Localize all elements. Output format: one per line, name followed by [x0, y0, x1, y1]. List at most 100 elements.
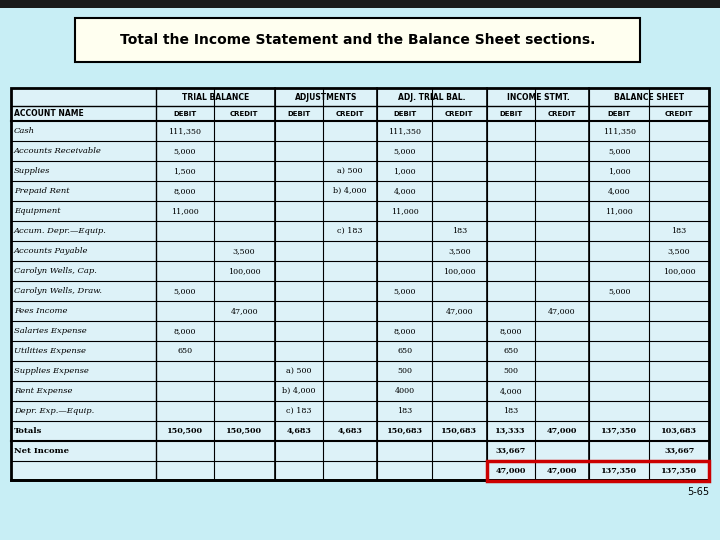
- Text: Depr. Exp.—Equip.: Depr. Exp.—Equip.: [14, 407, 94, 415]
- Text: 150,683: 150,683: [387, 427, 423, 435]
- Text: Prepaid Rent: Prepaid Rent: [14, 187, 70, 195]
- Text: 500: 500: [397, 367, 412, 375]
- Text: 47,000: 47,000: [549, 307, 576, 315]
- Text: TRIAL BALANCE: TRIAL BALANCE: [181, 92, 249, 102]
- Text: 47,000: 47,000: [495, 467, 526, 475]
- Bar: [0, 0, 720, 8]
- Text: Carolyn Wells, Cap.: Carolyn Wells, Cap.: [14, 267, 97, 275]
- Text: 183: 183: [397, 407, 413, 415]
- Text: 137,350: 137,350: [601, 467, 637, 475]
- Text: 47,000: 47,000: [230, 307, 258, 315]
- Text: 47,000: 47,000: [547, 467, 577, 475]
- Text: b) 4,000: b) 4,000: [333, 187, 367, 195]
- Text: 5-65: 5-65: [687, 487, 709, 497]
- Text: Fees Income: Fees Income: [14, 307, 68, 315]
- Text: a) 500: a) 500: [286, 367, 312, 375]
- Text: 137,350: 137,350: [661, 467, 697, 475]
- Text: 5,000: 5,000: [608, 147, 631, 155]
- Text: 183: 183: [451, 227, 467, 235]
- Text: Equipment: Equipment: [14, 207, 60, 215]
- Bar: [11, 88, 709, 480]
- Text: 4,683: 4,683: [287, 427, 311, 435]
- Text: 3,500: 3,500: [448, 247, 471, 255]
- Text: Accounts Payable: Accounts Payable: [14, 247, 89, 255]
- Text: 4,000: 4,000: [393, 187, 416, 195]
- Text: 183: 183: [672, 227, 687, 235]
- Text: 1,500: 1,500: [174, 167, 196, 175]
- Text: 47,000: 47,000: [446, 307, 473, 315]
- Text: DEBIT: DEBIT: [174, 111, 197, 117]
- Text: 4,683: 4,683: [338, 427, 363, 435]
- Text: 103,683: 103,683: [661, 427, 697, 435]
- Text: 3,500: 3,500: [667, 247, 690, 255]
- Text: CREDIT: CREDIT: [336, 111, 364, 117]
- Text: Net Income: Net Income: [14, 447, 69, 455]
- Text: Accum. Depr.—Equip.: Accum. Depr.—Equip.: [14, 227, 107, 235]
- Text: 5,000: 5,000: [393, 147, 416, 155]
- Text: 11,000: 11,000: [171, 207, 199, 215]
- Text: 1,000: 1,000: [393, 167, 416, 175]
- Text: CREDIT: CREDIT: [230, 111, 258, 117]
- Text: ACCOUNT NAME: ACCOUNT NAME: [14, 109, 84, 118]
- Text: 100,000: 100,000: [443, 267, 476, 275]
- Text: 33,667: 33,667: [664, 447, 694, 455]
- Text: DEBIT: DEBIT: [287, 111, 310, 117]
- Text: 137,350: 137,350: [601, 427, 637, 435]
- Text: DEBIT: DEBIT: [608, 111, 631, 117]
- Text: 8,000: 8,000: [174, 327, 196, 335]
- Text: 4000: 4000: [395, 387, 415, 395]
- Text: DEBIT: DEBIT: [499, 111, 522, 117]
- Text: a) 500: a) 500: [338, 167, 363, 175]
- Text: 150,500: 150,500: [167, 427, 203, 435]
- Text: b) 4,000: b) 4,000: [282, 387, 315, 395]
- Text: 8,000: 8,000: [174, 187, 196, 195]
- Text: 4,000: 4,000: [608, 187, 631, 195]
- Text: 650: 650: [397, 347, 413, 355]
- Text: 100,000: 100,000: [228, 267, 261, 275]
- Text: 47,000: 47,000: [547, 427, 577, 435]
- Bar: [11, 88, 709, 480]
- Text: 111,350: 111,350: [388, 127, 421, 135]
- Text: Salaries Expense: Salaries Expense: [14, 327, 86, 335]
- Text: 3,500: 3,500: [233, 247, 256, 255]
- Text: 8,000: 8,000: [500, 327, 522, 335]
- Text: Cash: Cash: [14, 127, 35, 135]
- Text: 111,350: 111,350: [168, 127, 202, 135]
- Text: 111,350: 111,350: [603, 127, 636, 135]
- Text: CREDIT: CREDIT: [445, 111, 474, 117]
- Text: Utilities Expense: Utilities Expense: [14, 347, 86, 355]
- Text: c) 183: c) 183: [286, 407, 312, 415]
- Bar: [75, 18, 640, 62]
- Text: 650: 650: [177, 347, 192, 355]
- Text: Supplies: Supplies: [14, 167, 50, 175]
- Text: 5,000: 5,000: [174, 287, 196, 295]
- Text: Rent Expense: Rent Expense: [14, 387, 73, 395]
- Text: 183: 183: [503, 407, 518, 415]
- Text: 150,500: 150,500: [226, 427, 262, 435]
- Text: ADJUSTMENTS: ADJUSTMENTS: [294, 92, 357, 102]
- Text: DEBIT: DEBIT: [393, 111, 416, 117]
- Text: 650: 650: [503, 347, 518, 355]
- Text: 5,000: 5,000: [608, 287, 631, 295]
- Text: 33,667: 33,667: [495, 447, 526, 455]
- Text: 5,000: 5,000: [393, 287, 416, 295]
- Text: 1,000: 1,000: [608, 167, 631, 175]
- Text: Supplies Expense: Supplies Expense: [14, 367, 89, 375]
- Text: 5,000: 5,000: [174, 147, 196, 155]
- Text: INCOME STMT.: INCOME STMT.: [507, 92, 570, 102]
- Text: c) 183: c) 183: [338, 227, 363, 235]
- Text: Total the Income Statement and the Balance Sheet sections.: Total the Income Statement and the Balan…: [120, 33, 595, 47]
- Text: ADJ. TRIAL BAL.: ADJ. TRIAL BAL.: [398, 92, 466, 102]
- Text: 11,000: 11,000: [606, 207, 633, 215]
- Text: Totals: Totals: [14, 427, 42, 435]
- Text: 13,333: 13,333: [495, 427, 526, 435]
- Text: CREDIT: CREDIT: [665, 111, 693, 117]
- Text: 100,000: 100,000: [663, 267, 696, 275]
- Text: Accounts Receivable: Accounts Receivable: [14, 147, 102, 155]
- Text: 150,683: 150,683: [441, 427, 477, 435]
- Text: Carolyn Wells, Draw.: Carolyn Wells, Draw.: [14, 287, 102, 295]
- Bar: [487, 461, 709, 481]
- Text: 11,000: 11,000: [391, 207, 418, 215]
- Text: 4,000: 4,000: [500, 387, 522, 395]
- Text: BALANCE SHEET: BALANCE SHEET: [614, 92, 684, 102]
